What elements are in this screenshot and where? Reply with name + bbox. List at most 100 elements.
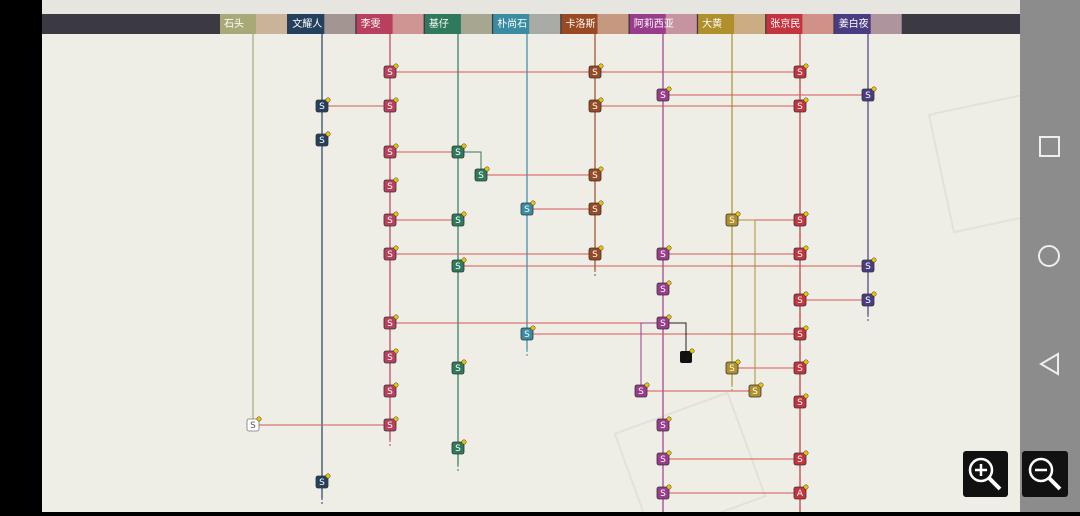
- character-avatar: [392, 14, 424, 34]
- node-star: [666, 86, 672, 92]
- story-node[interactable]: [451, 213, 465, 227]
- node-star: [758, 382, 764, 388]
- story-node[interactable]: [656, 316, 670, 330]
- node-label: S: [592, 68, 598, 78]
- story-node[interactable]: [861, 293, 875, 307]
- zoom-out-button[interactable]: [1022, 451, 1068, 497]
- story-node[interactable]: [588, 168, 602, 182]
- story-node[interactable]: [656, 486, 670, 500]
- node-label: S: [660, 285, 666, 295]
- node-label: S: [797, 455, 803, 465]
- node-star: [803, 359, 809, 365]
- story-node[interactable]: [793, 65, 807, 79]
- story-node[interactable]: [793, 452, 807, 466]
- story-node[interactable]: [474, 168, 488, 182]
- story-node[interactable]: [383, 213, 397, 227]
- story-node[interactable]: [656, 88, 670, 102]
- node-label: S: [865, 296, 871, 306]
- story-node[interactable]: [725, 361, 739, 375]
- bg-decoration: [613, 391, 767, 516]
- story-node[interactable]: [588, 99, 602, 113]
- story-node[interactable]: [246, 418, 260, 432]
- story-node[interactable]: [383, 350, 397, 364]
- node-label: S: [455, 262, 461, 272]
- story-node[interactable]: [315, 475, 329, 489]
- node-label: S: [638, 387, 644, 397]
- story-node[interactable]: [383, 418, 397, 432]
- story-node[interactable]: [793, 327, 807, 341]
- story-node[interactable]: [656, 418, 670, 432]
- node-star: [461, 143, 467, 149]
- node-label: A: [797, 489, 804, 499]
- node-label: S: [660, 91, 666, 101]
- story-node[interactable]: [383, 65, 397, 79]
- node-star: [644, 382, 650, 388]
- story-node[interactable]: [861, 88, 875, 102]
- node-label: S: [455, 216, 461, 226]
- story-node[interactable]: [383, 179, 397, 193]
- story-node[interactable]: [588, 65, 602, 79]
- node-star: [871, 291, 877, 297]
- story-node[interactable]: [656, 282, 670, 296]
- node-star: [598, 63, 604, 69]
- node-star: [461, 439, 467, 445]
- story-node[interactable]: [793, 247, 807, 261]
- story-node[interactable]: [520, 327, 534, 341]
- story-node[interactable]: [383, 384, 397, 398]
- story-node[interactable]: [793, 361, 807, 375]
- recent-button[interactable]: [1039, 136, 1060, 157]
- story-node[interactable]: [793, 486, 807, 500]
- story-node[interactable]: [793, 99, 807, 113]
- node-label: S: [797, 216, 803, 226]
- character-avatar: [460, 14, 492, 34]
- zoom-in-button[interactable]: [963, 451, 1008, 497]
- story-node[interactable]: [451, 145, 465, 159]
- node-star: [803, 450, 809, 456]
- story-node[interactable]: [793, 213, 807, 227]
- story-node[interactable]: [383, 247, 397, 261]
- story-node[interactable]: [861, 259, 875, 273]
- story-node[interactable]: [315, 99, 329, 113]
- node-star: [393, 416, 399, 422]
- story-node[interactable]: [793, 293, 807, 307]
- node-star: [325, 97, 331, 103]
- node-star: [461, 257, 467, 263]
- story-node[interactable]: [451, 259, 465, 273]
- story-node[interactable]: [725, 213, 739, 227]
- node-star: [666, 450, 672, 456]
- back-button[interactable]: [1039, 352, 1059, 376]
- story-node[interactable]: [451, 361, 465, 375]
- node-label: S: [592, 171, 598, 181]
- node-label: S: [660, 250, 666, 260]
- story-node[interactable]: [315, 133, 329, 147]
- node-label: S: [797, 68, 803, 78]
- node-star: [393, 143, 399, 149]
- character-avatar: [529, 14, 561, 34]
- story-node[interactable]: [383, 99, 397, 113]
- story-node[interactable]: [634, 384, 648, 398]
- node-star: [393, 314, 399, 320]
- story-node[interactable]: [588, 247, 602, 261]
- node-label: S: [478, 171, 484, 181]
- story-node[interactable]: [383, 145, 397, 159]
- character-name: 阿莉西亚: [634, 18, 674, 30]
- story-node[interactable]: [520, 202, 534, 216]
- node-label: S: [455, 148, 461, 158]
- story-node[interactable]: [383, 316, 397, 330]
- node-label: S: [660, 489, 666, 499]
- story-node[interactable]: [793, 395, 807, 409]
- node-label: S: [455, 364, 461, 374]
- character-avatar: [597, 14, 629, 34]
- story-node[interactable]: [588, 202, 602, 216]
- node-star: [325, 131, 331, 137]
- locked-node[interactable]: [680, 351, 692, 363]
- story-node[interactable]: [656, 452, 670, 466]
- character-avatar: [324, 14, 356, 34]
- story-node[interactable]: [656, 247, 670, 261]
- character-name: 李雯: [361, 17, 381, 30]
- node-star: [871, 86, 877, 92]
- story-node[interactable]: [748, 384, 762, 398]
- home-button[interactable]: [1038, 245, 1060, 267]
- story-node[interactable]: [451, 441, 465, 455]
